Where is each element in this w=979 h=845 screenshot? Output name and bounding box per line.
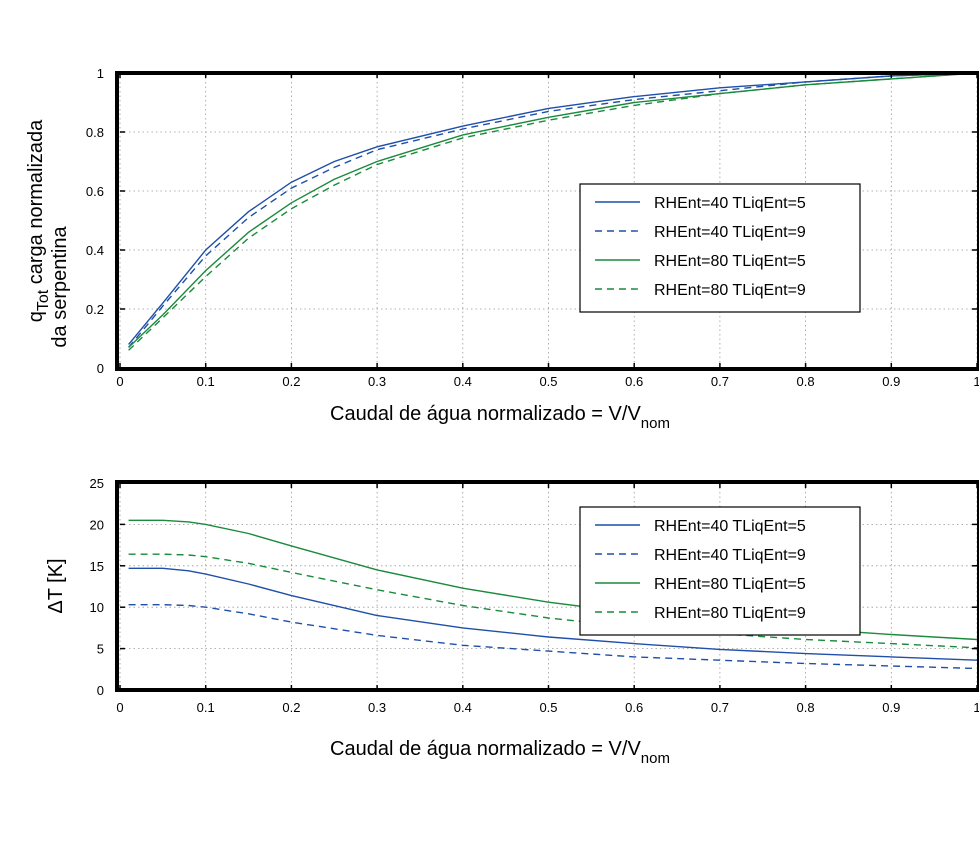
- legend-label: RHEnt=80 TLiqEnt=5: [654, 253, 806, 270]
- bottom-legend-box: [579, 506, 861, 636]
- x-tick-label: 0: [116, 700, 123, 715]
- top-y-axis-label-line2: da serpentina: [49, 226, 71, 348]
- y-tick-label: 25: [90, 476, 104, 491]
- x-tick-label: 0.9: [882, 700, 900, 715]
- y-tick-label: 0: [97, 683, 104, 698]
- top-chart-series: [128, 72, 978, 351]
- x-tick-label: 0.5: [539, 700, 557, 715]
- x-tick-label: 0.1: [197, 700, 215, 715]
- x-tick-label: 0.6: [625, 374, 643, 389]
- x-tick-label: 0.2: [282, 700, 300, 715]
- top-x-axis-label: Caudal de água normalizado = V/Vnom: [330, 403, 670, 432]
- top-chart-frame: [115, 71, 979, 371]
- x-tick-label: 0: [116, 374, 123, 389]
- y-tick-label: 0.8: [86, 125, 104, 140]
- y-tick-label: 5: [97, 642, 104, 657]
- series-line-1: [128, 567, 978, 661]
- x-tick-label: 0.6: [625, 700, 643, 715]
- legend-label: RHEnt=40 TLiqEnt=5: [654, 518, 806, 535]
- bottom-x-axis-label: Caudal de água normalizado = V/Vnom: [330, 738, 670, 767]
- y-tick-label: 20: [90, 517, 104, 532]
- legend-label: RHEnt=40 TLiqEnt=9: [654, 224, 806, 241]
- top-chart-ticks: 0 0.1 0.2 0.3 0.4 0.5 0.6 0.7 0.8 0.9 1 0 0.2 0.4 0.6 0…: [86, 66, 979, 389]
- legend-label: RHEnt=40 TLiqEnt=5: [654, 195, 806, 212]
- x-tick-label: 0.8: [797, 374, 815, 389]
- x-tick-label: 0.2: [282, 374, 300, 389]
- y-tick-label: 0.6: [86, 184, 104, 199]
- y-tick-label: 15: [90, 559, 104, 574]
- x-tick-label: 0.1: [197, 374, 215, 389]
- legend-label: RHEnt=80 TLiqEnt=9: [654, 282, 806, 299]
- y-tick-label: 0.4: [86, 243, 104, 258]
- x-tick-label: 0.5: [539, 374, 557, 389]
- legend-label: RHEnt=40 TLiqEnt=9: [654, 547, 806, 564]
- bottom-chart-legend: RHEnt=40 TLiqEnt=5 RHEnt=40 TLiqEnt=9 RHEn…: [579, 506, 861, 636]
- y-tick-label: 1: [97, 66, 104, 81]
- x-tick-label: 1: [973, 374, 979, 389]
- series-line-4: [128, 553, 978, 649]
- x-tick-label: 0.3: [368, 700, 386, 715]
- top-chart-legend: RHEnt=40 TLiqEnt=5 RHEnt=40 TLiqEnt=9 RHEn…: [579, 183, 861, 313]
- x-tick-label: 0.4: [454, 374, 472, 389]
- bottom-chart-frame: [115, 480, 979, 692]
- x-tick-label: 0.8: [797, 700, 815, 715]
- y-tick-label: 10: [90, 600, 104, 615]
- x-tick-label: 0.7: [711, 374, 729, 389]
- x-tick-label: 1: [973, 700, 979, 715]
- series-line-4: [128, 72, 978, 351]
- legend-label: RHEnt=80 TLiqEnt=9: [654, 605, 806, 622]
- legend-label: RHEnt=80 TLiqEnt=5: [654, 576, 806, 593]
- series-line-1: [128, 72, 978, 345]
- bottom-y-axis-label: ΔT [K]: [45, 558, 67, 613]
- top-y-axis-label-line1: qTot carga normalizada: [25, 119, 52, 322]
- x-tick-label: 0.7: [711, 700, 729, 715]
- y-tick-label: 0: [97, 361, 104, 376]
- series-line-2: [128, 604, 978, 670]
- x-tick-label: 0.4: [454, 700, 472, 715]
- x-tick-label: 0.3: [368, 374, 386, 389]
- x-tick-label: 0.9: [882, 374, 900, 389]
- y-tick-label: 0.2: [86, 302, 104, 317]
- top-legend-box: [579, 183, 861, 313]
